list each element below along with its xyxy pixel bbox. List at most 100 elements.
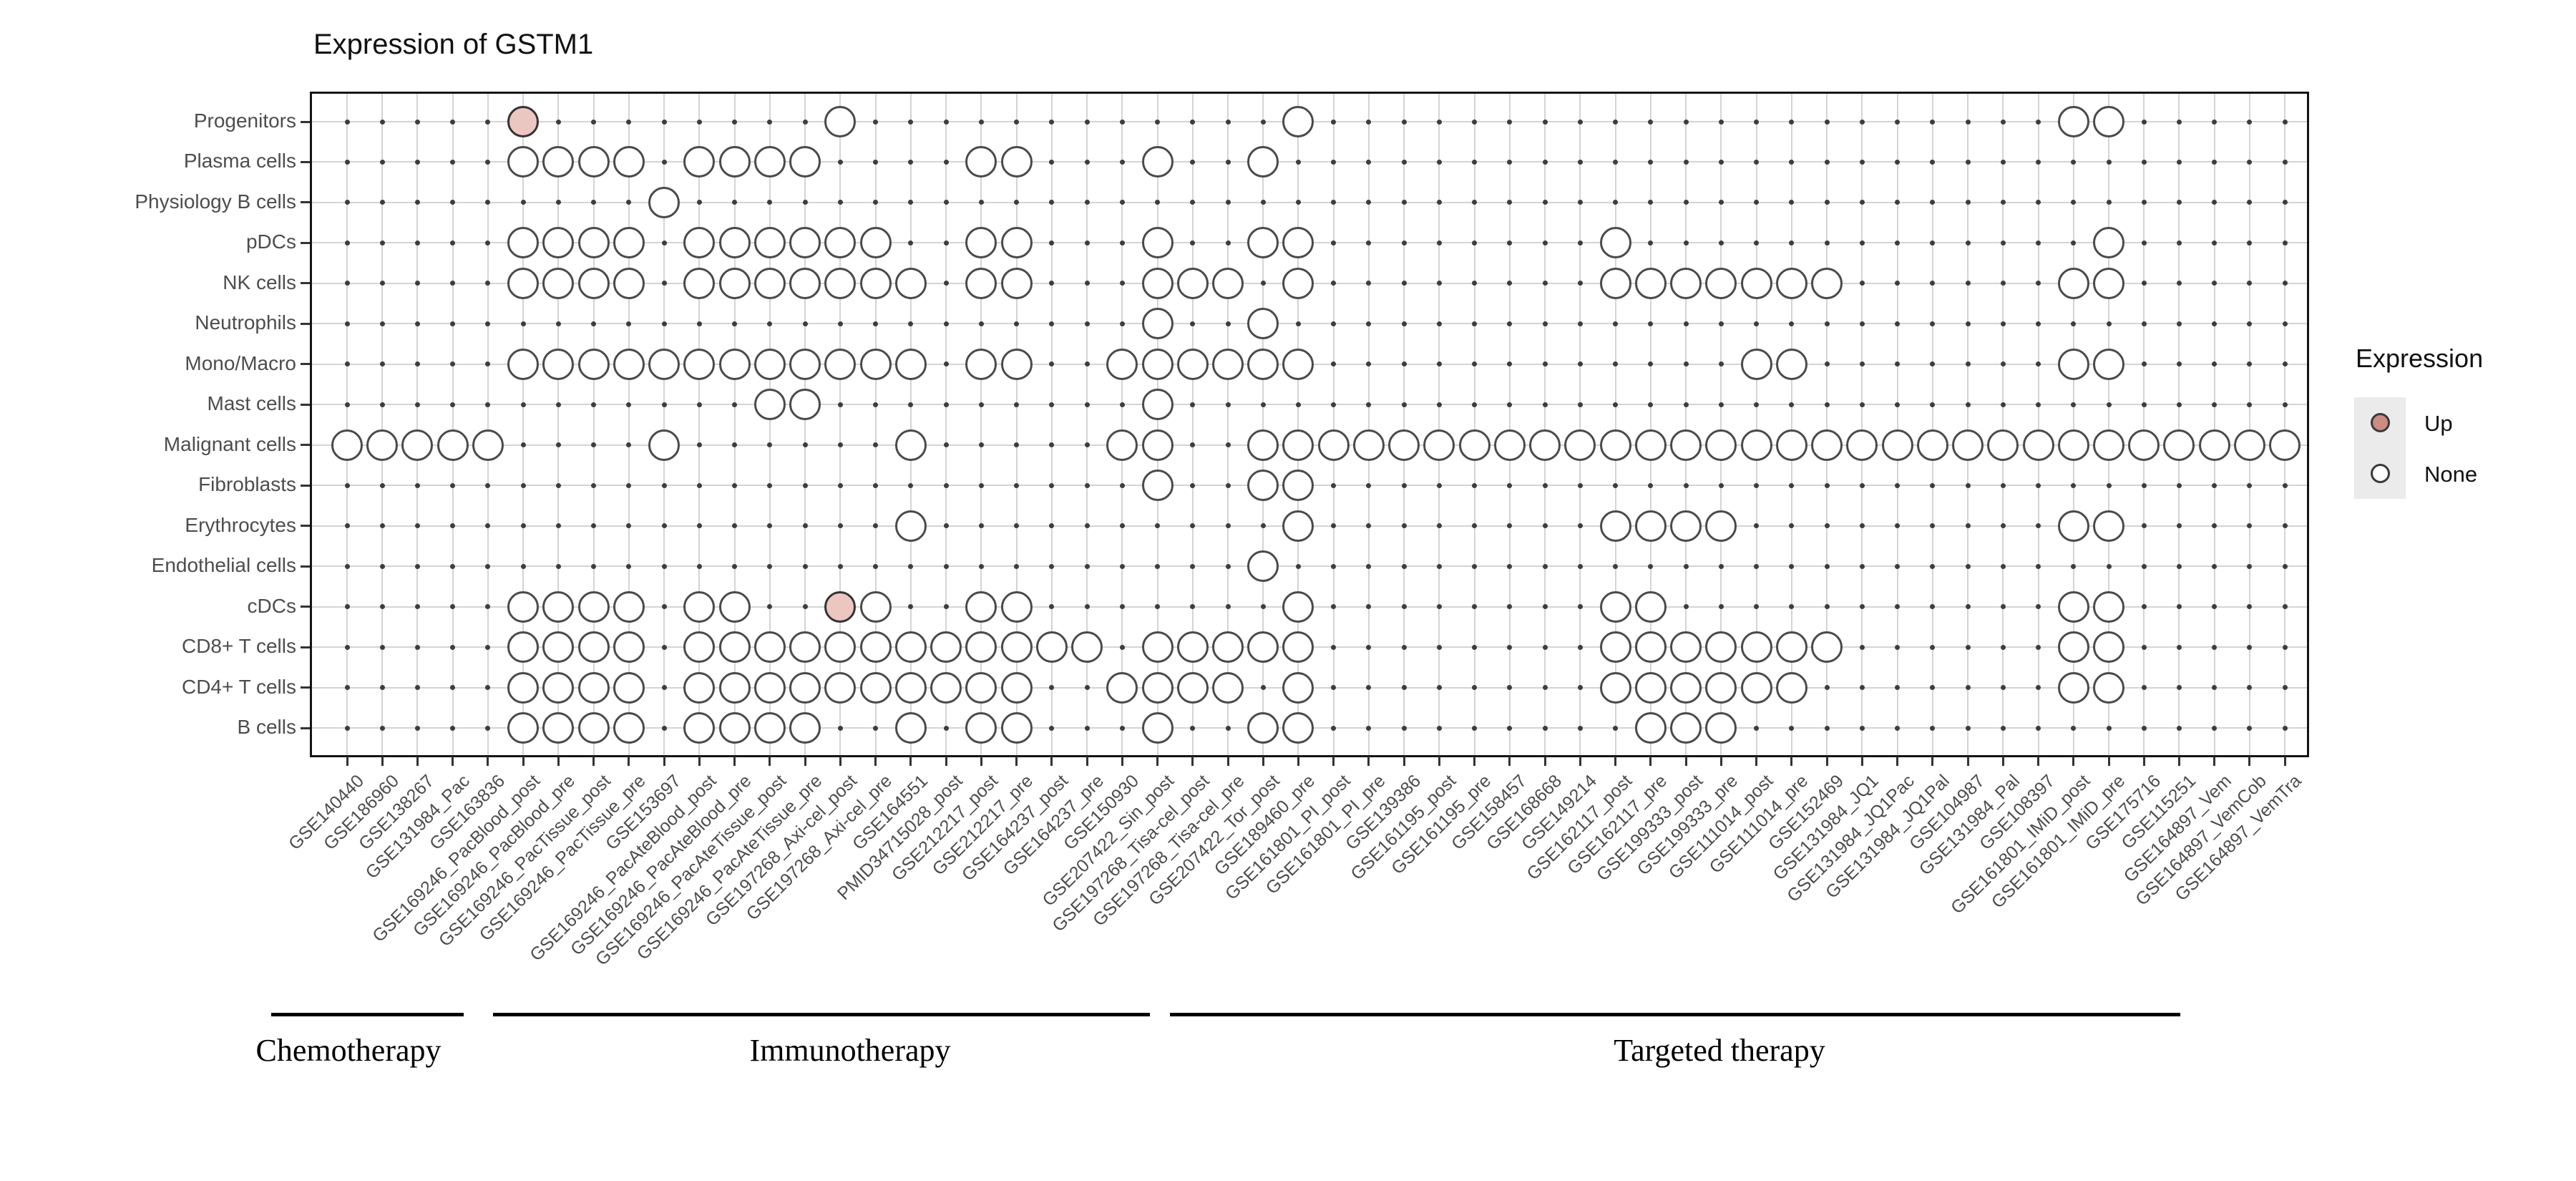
grid-dot — [873, 563, 879, 569]
x-tick — [1896, 757, 1899, 766]
grid-dot — [943, 523, 949, 529]
x-gridline — [416, 94, 419, 755]
grid-dot — [379, 482, 385, 488]
expression-dot — [577, 348, 610, 380]
grid-dot — [1789, 240, 1795, 246]
grid-dot — [1084, 361, 1090, 367]
grid-dot — [1542, 321, 1548, 326]
grid-dot — [344, 281, 350, 286]
grid-dot — [1824, 240, 1830, 246]
grid-dot — [2000, 321, 2006, 326]
x-tick — [2072, 757, 2075, 766]
y-gridline — [312, 565, 2307, 568]
grid-dot — [873, 119, 879, 125]
grid-dot — [1366, 523, 1372, 529]
grid-dot — [450, 482, 456, 488]
grid-dot — [1507, 321, 1513, 326]
grid-dot — [1577, 604, 1583, 610]
grid-dot — [943, 240, 949, 246]
grid-dot — [2141, 685, 2147, 691]
x-gridline — [1015, 94, 1018, 755]
grid-dot — [1613, 321, 1619, 326]
grid-dot — [1225, 482, 1231, 488]
expression-dot — [2093, 631, 2124, 664]
x-gridline — [1649, 94, 1652, 755]
expression-dot — [1247, 227, 1279, 259]
grid-dot — [1014, 563, 1020, 569]
grid-dot — [1613, 361, 1619, 367]
grid-dot — [837, 563, 843, 569]
grid-dot — [908, 563, 914, 569]
expression-dot — [1247, 348, 1279, 380]
expression-dot — [613, 146, 645, 178]
expression-dot — [1282, 712, 1314, 744]
grid-dot — [1648, 240, 1654, 246]
grid-dot — [1049, 240, 1055, 246]
grid-dot — [1754, 119, 1760, 125]
grid-dot — [2000, 482, 2006, 488]
grid-dot — [732, 482, 738, 488]
x-tick — [769, 757, 771, 766]
grid-dot — [1084, 725, 1090, 731]
grid-dot — [1542, 685, 1548, 691]
expression-dot — [1141, 712, 1174, 744]
expression-dot — [577, 146, 610, 178]
grid-dot — [1542, 159, 1548, 165]
grid-dot — [767, 119, 773, 125]
grid-dot — [1190, 563, 1196, 569]
grid-dot — [1472, 361, 1478, 367]
grid-dot — [1965, 725, 1971, 731]
x-gridline — [592, 94, 595, 755]
grid-dot — [1965, 321, 1971, 326]
grid-dot — [943, 402, 949, 407]
grid-dot — [1295, 200, 1301, 205]
expression-dot — [1458, 429, 1491, 461]
grid-dot — [1507, 200, 1513, 205]
grid-dot — [379, 725, 385, 731]
expression-dot — [2057, 348, 2089, 380]
grid-dot — [1472, 725, 1478, 731]
grid-dot — [485, 321, 491, 326]
grid-dot — [2282, 240, 2288, 246]
grid-dot — [2212, 361, 2218, 367]
grid-dot — [2106, 321, 2112, 326]
expression-dot — [789, 267, 821, 299]
grid-dot — [1049, 523, 1055, 529]
grid-dot — [1718, 361, 1724, 367]
x-tick — [1332, 757, 1335, 766]
x-gridline — [1156, 94, 1158, 755]
y-tick — [301, 201, 310, 204]
grid-dot — [1542, 402, 1548, 407]
grid-dot — [626, 482, 632, 488]
expression-dot — [1000, 671, 1033, 704]
grid-dot — [2212, 159, 2218, 165]
grid-dot — [1225, 200, 1231, 205]
grid-dot — [802, 119, 808, 125]
grid-dot — [2247, 361, 2253, 367]
grid-dot — [1859, 281, 1865, 286]
grid-dot — [1507, 604, 1513, 610]
x-tick — [452, 757, 454, 766]
grid-dot — [1401, 604, 1407, 610]
grid-dot — [1225, 563, 1231, 569]
expression-dot — [1141, 631, 1174, 664]
expression-dot — [1071, 631, 1103, 664]
grid-dot — [1119, 725, 1125, 731]
grid-dot — [1965, 482, 1971, 488]
grid-dot — [1613, 200, 1619, 205]
targeted-therapy-label: Targeted therapy — [1614, 1033, 1825, 1068]
grid-dot — [1366, 321, 1372, 326]
grid-dot — [1930, 563, 1936, 569]
grid-dot — [1084, 159, 1090, 165]
expression-dot — [1141, 146, 1174, 178]
grid-dot — [1965, 402, 1971, 407]
grid-dot — [1225, 321, 1231, 326]
grid-dot — [379, 361, 385, 367]
grid-dot — [2212, 240, 2218, 246]
grid-dot — [450, 119, 456, 125]
grid-dot — [1436, 321, 1442, 326]
grid-dot — [1014, 482, 1020, 488]
expression-dot — [577, 712, 610, 744]
grid-dot — [908, 159, 914, 165]
legend-title: Expression — [2356, 344, 2484, 373]
